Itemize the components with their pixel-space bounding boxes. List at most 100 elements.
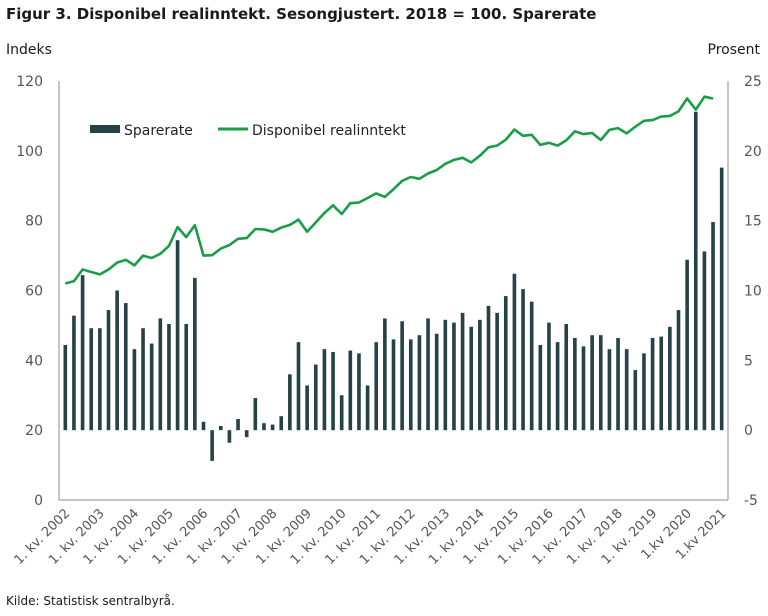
right-tick-label: 0 [744,423,753,439]
realinntekt-line-group [64,95,714,285]
sparerate-bar [123,303,128,431]
sparerate-bar [374,342,379,431]
sparerate-bar [702,251,707,431]
sparerate-bar [676,310,681,431]
sparerate-bar [452,322,456,431]
sparerate-bar [279,416,284,431]
sparerate-bar [607,349,612,431]
sparerate-bar [357,353,361,431]
sparerate-bar [573,337,577,431]
sparerate-bar [693,111,698,431]
sparerate-bar [253,398,258,431]
left-tick-label: 0 [34,493,43,509]
sparerate-bar [624,349,629,431]
sparerate-bar [158,318,163,431]
sparerate-bar [668,326,672,431]
sparerate-bar [633,370,638,431]
sparerate-bar [642,353,646,431]
sparerate-bar [512,273,517,431]
sparerate-bar [400,321,404,431]
sparerate-bar [305,385,309,431]
sparerate-bar [236,418,240,431]
left-tick-label: 120 [16,74,43,90]
sparerate-bar [564,324,569,431]
sparerate-bar [383,318,387,431]
sparerate-bar [218,425,223,431]
sparerate-bar [391,339,396,431]
sparerate-bar [478,319,482,431]
sparerate-bar [581,346,586,431]
sparerate-bar [80,275,85,431]
sparerate-bar [115,290,119,431]
sparerate-bar [460,312,465,431]
sparerate-bar [521,289,525,431]
sparerate-bar [227,430,232,443]
sparerate-bar [167,324,171,431]
sparerate-bar [175,240,180,431]
sparerate-bar [650,337,655,431]
sparerate-bar [434,333,439,431]
sparerate-bar [503,296,508,431]
sparerate-bar [538,344,543,431]
axes [58,81,729,501]
source-note: Kilde: Statistisk sentralbyrå. [6,594,175,608]
sparerate-bar [296,342,301,431]
sparerate-bar [193,277,197,431]
sparerate-bar [339,395,344,431]
sparerate-bar [529,301,534,431]
right-tick-label: 10 [744,284,762,300]
sparerate-bar [201,421,206,431]
sparerate-bar [89,328,94,431]
legend: Sparerate Disponibel realinntekt [90,123,406,139]
realinntekt-line [64,95,714,285]
left-tick-label: 60 [25,284,43,300]
sparerate-bar [426,318,430,431]
sparerate-bars [63,111,724,461]
legend-bar-swatch [90,125,120,133]
sparerate-bar [443,319,448,431]
left-axis-unit-label: Indeks [6,42,52,58]
right-axis-ticks: -5 0 5 10 15 20 25 [744,74,762,509]
sparerate-bar [106,310,111,431]
sparerate-bar [210,430,214,461]
sparerate-bar [719,167,724,431]
sparerate-bar [288,374,292,431]
right-tick-label: 5 [744,353,753,369]
sparerate-bar [555,342,560,431]
sparerate-bar [313,364,318,431]
sparerate-bar [149,343,154,431]
chart-title: Figur 3. Disponibel realinntekt. Sesongj… [6,5,597,23]
right-tick-label: 15 [744,214,762,230]
sparerate-bar [711,222,715,431]
left-axis-ticks: 0 20 40 60 80 100 120 [16,74,43,509]
sparerate-bar [141,328,145,431]
sparerate-bar [469,326,474,431]
sparerate-bar [63,344,68,431]
sparerate-bar [486,305,491,431]
sparerate-bar [270,424,275,431]
sparerate-bar [590,335,594,431]
sparerate-bar [72,315,76,431]
sparerate-bar [547,322,551,431]
left-tick-label: 40 [25,353,43,369]
right-tick-label: 25 [744,74,762,90]
right-tick-label: 20 [744,144,762,160]
right-tick-label: -5 [744,493,758,509]
sparerate-bar [616,337,620,431]
sparerate-bar [685,259,689,431]
sparerate-bar [244,430,249,438]
sparerate-bar [348,350,353,431]
sparerate-bar [495,312,499,431]
sparerate-bar [184,324,189,431]
sparerate-bar [417,335,422,431]
right-axis-unit-label: Prosent [707,42,760,58]
legend-label-realinntekt: Disponibel realinntekt [252,123,406,139]
sparerate-bar [408,339,413,431]
sparerate-bar [322,349,327,431]
sparerate-bar [132,349,137,431]
legend-label-sparerate: Sparerate [124,123,193,139]
sparerate-bar [659,336,664,431]
sparerate-bar [331,351,335,431]
